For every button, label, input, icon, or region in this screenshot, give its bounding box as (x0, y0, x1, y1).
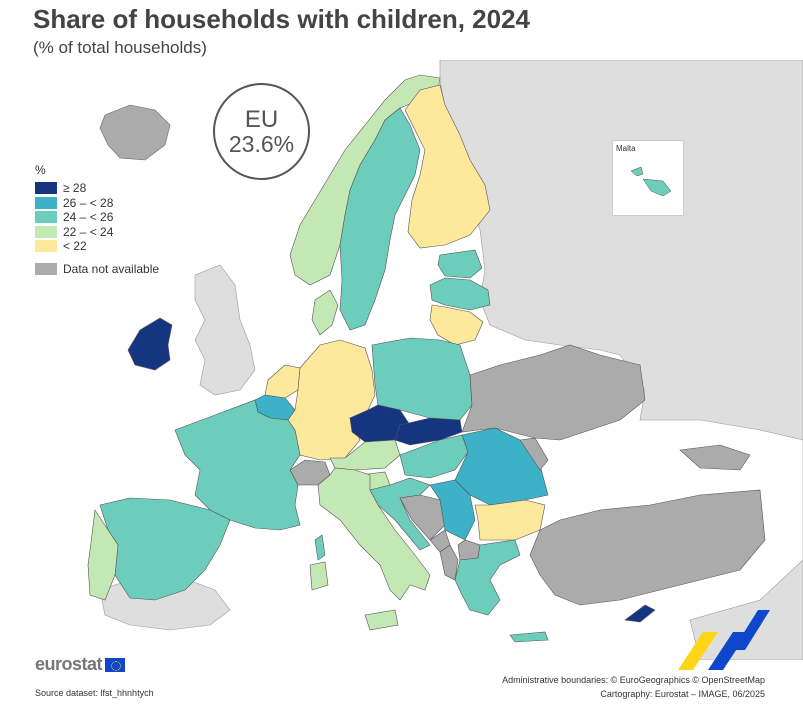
eu-badge-value: 23.6% (228, 131, 295, 158)
region-albania (439, 544, 459, 581)
legend-item: 22 – < 24 (35, 225, 159, 240)
region-italy (317, 467, 431, 601)
region-france (174, 399, 301, 531)
region-bulgaria (474, 499, 546, 541)
eu-badge-label: EU (244, 105, 279, 133)
region-iceland (99, 104, 171, 161)
legend-swatch (35, 262, 57, 275)
credits: Administrative boundaries: © EuroGeograp… (502, 673, 765, 701)
region-netherlands (264, 364, 301, 399)
legend-item: 24 – < 26 (35, 210, 159, 225)
malta-shape (630, 166, 672, 197)
region-denmark (311, 289, 339, 336)
eurostat-corner-mark-icon (678, 610, 770, 670)
legend-label: ≥ 28 (63, 181, 87, 196)
map-title: Share of households with children, 2024 (33, 4, 530, 34)
map-legend: % ≥ 28 26 – < 28 24 – < 26 22 – < 24 < 2… (35, 163, 159, 276)
legend-item-no-data: Data not available (35, 262, 159, 277)
legend-label: < 22 (63, 239, 87, 254)
cartography-credit: Cartography: Eurostat – IMAGE, 06/2025 (600, 689, 765, 699)
legend-swatch (35, 182, 57, 195)
region-finland (404, 84, 491, 249)
region-cyprus (624, 604, 656, 623)
region-croatia (369, 477, 431, 551)
region-sicily (364, 609, 399, 631)
legend-unit: % (35, 163, 46, 177)
legend-item: ≥ 28 (35, 181, 159, 196)
source-note: Source dataset: lfst_hhnhtych (35, 688, 154, 698)
legend-label: 26 – < 28 (63, 195, 114, 210)
choropleth-map (87, 60, 803, 660)
region-turkiye (529, 489, 766, 606)
map-subtitle: (% of total households) (33, 38, 207, 57)
malta-inset: Malta (612, 140, 684, 216)
legend-swatch (35, 196, 57, 209)
legend-label: 24 – < 26 (63, 210, 114, 225)
region-georgia (679, 444, 751, 471)
region-lithuania (429, 304, 484, 346)
region-sweden (339, 107, 421, 331)
legend-swatch (35, 240, 57, 253)
region-slovakia (394, 417, 463, 446)
legend-item: < 22 (35, 239, 159, 254)
region-ukraine (461, 344, 646, 441)
region-greece (454, 539, 521, 616)
eurostat-logo: eurostat (35, 654, 126, 675)
legend-swatch (35, 211, 57, 224)
region-estonia (437, 249, 483, 279)
region-moldova (519, 437, 549, 471)
legend-label: 22 – < 24 (63, 224, 114, 239)
eu-average-badge: EU 23.6% (213, 83, 310, 180)
region-poland (371, 337, 473, 421)
region-crete (509, 631, 549, 643)
region-portugal (87, 509, 119, 601)
legend-item: 26 – < 28 (35, 196, 159, 211)
region-latvia (429, 277, 491, 311)
boundaries-credit: Administrative boundaries: © EuroGeograp… (502, 675, 765, 685)
region-serbia (429, 479, 476, 541)
region-germany (287, 339, 376, 461)
region-sardinia (309, 561, 329, 591)
legend-label: Data not available (63, 261, 160, 276)
logo-text: eurostat (35, 654, 103, 674)
eu-flag-icon (105, 657, 126, 672)
region-corsica (314, 534, 326, 561)
malta-inset-label: Malta (616, 144, 636, 153)
region-north-macedonia (457, 539, 481, 561)
legend-swatch (35, 225, 57, 238)
region-hungary (399, 434, 469, 479)
region-ireland (127, 317, 173, 371)
